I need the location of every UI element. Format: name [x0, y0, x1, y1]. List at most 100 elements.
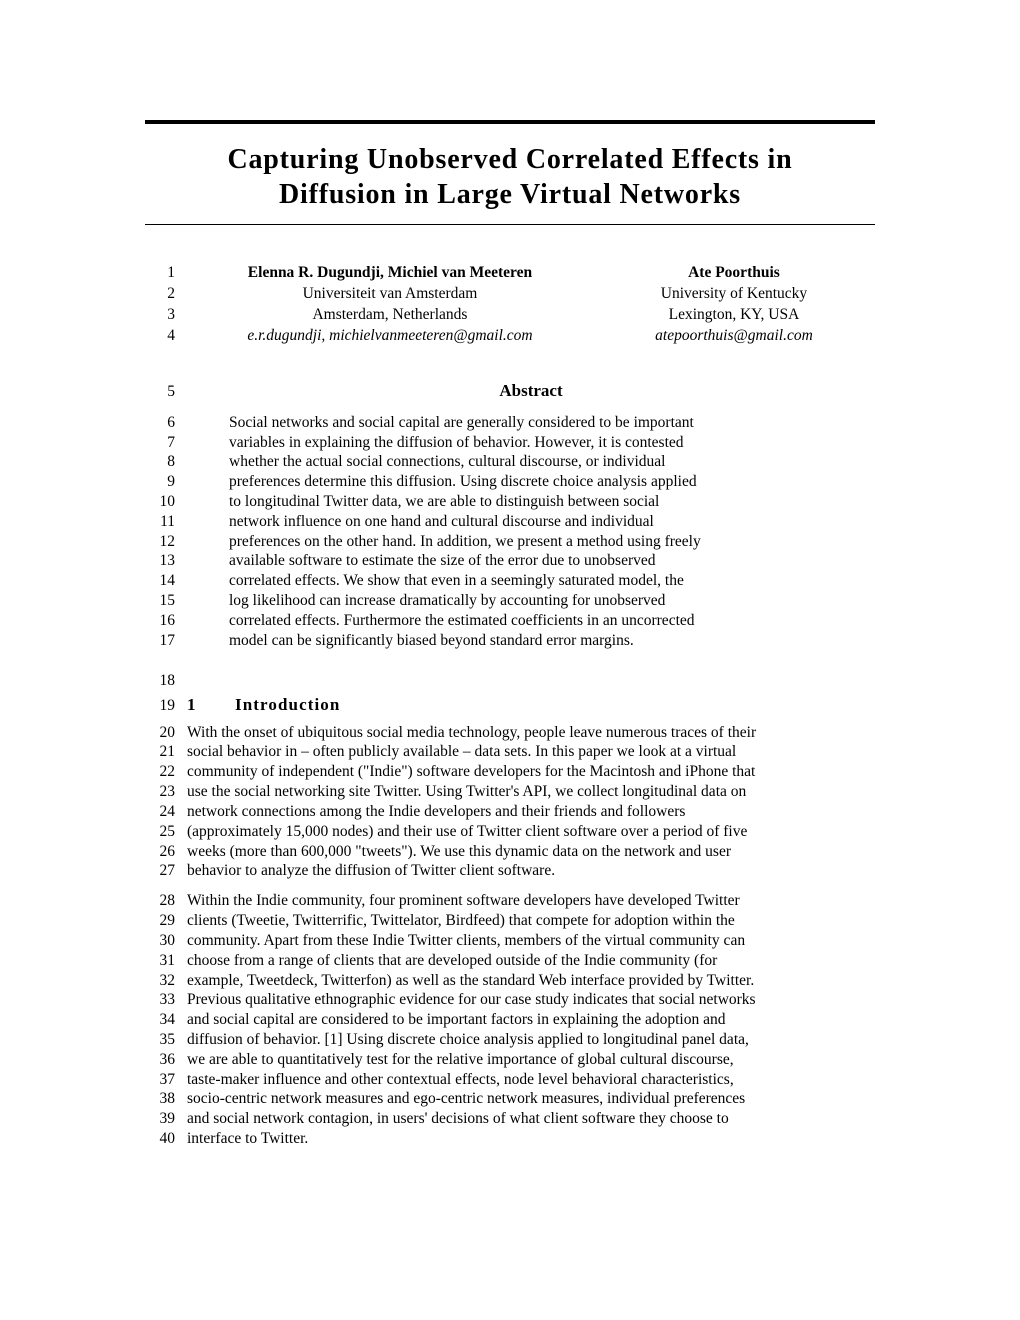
text-line: 25(approximately 15,000 nodes) and their…	[145, 822, 875, 842]
top-rule	[145, 120, 875, 124]
section-heading: 19 1Introduction	[145, 694, 875, 717]
text-line: 37taste-maker influence and other contex…	[145, 1070, 875, 1090]
line-number: 11	[145, 513, 187, 531]
line-content: preferences on the other hand. In additi…	[187, 532, 875, 552]
text-line: 21social behavior in – often publicly av…	[145, 742, 875, 762]
text-line: 33Previous qualitative ethnographic evid…	[145, 990, 875, 1010]
text-line: 14correlated effects. We show that even …	[145, 571, 875, 591]
text-line: 39and social network contagion, in users…	[145, 1109, 875, 1129]
paragraph-1: 20With the onset of ubiquitous social me…	[145, 723, 875, 882]
line-number: 29	[145, 912, 187, 930]
line-number: 28	[145, 892, 187, 910]
line-content: preferences determine this diffusion. Us…	[187, 472, 875, 492]
text-line: 10to longitudinal Twitter data, we are a…	[145, 492, 875, 512]
line-number: 24	[145, 803, 187, 821]
text-line: 31choose from a range of clients that ar…	[145, 951, 875, 971]
line-number: 6	[145, 414, 187, 432]
line-number: 26	[145, 843, 187, 861]
line-number: 1	[145, 263, 187, 284]
text-line: 30community. Apart from these Indie Twit…	[145, 931, 875, 951]
line-content: behavior to analyze the diffusion of Twi…	[187, 861, 875, 881]
line-number: 19	[145, 697, 187, 715]
text-line: 32example, Tweetdeck, Twitterfon) as wel…	[145, 971, 875, 991]
text-line: 29clients (Tweetie, Twitterrific, Twitte…	[145, 911, 875, 931]
line-content: socio-centric network measures and ego-c…	[187, 1089, 875, 1109]
text-line: 7variables in explaining the diffusion o…	[145, 433, 875, 453]
author-left-loc: Amsterdam, Netherlands	[187, 305, 593, 326]
text-line: 35diffusion of behavior. [1] Using discr…	[145, 1030, 875, 1050]
line-number: 21	[145, 743, 187, 761]
authors-block: 1 Elenna R. Dugundji, Michiel van Meeter…	[145, 263, 875, 347]
line-number: 32	[145, 972, 187, 990]
text-line: 22community of independent ("Indie") sof…	[145, 762, 875, 782]
line-number: 12	[145, 533, 187, 551]
line-number: 39	[145, 1110, 187, 1128]
text-line: 23use the social networking site Twitter…	[145, 782, 875, 802]
text-line: 27behavior to analyze the diffusion of T…	[145, 861, 875, 881]
section-title: Introduction	[235, 695, 340, 714]
line-content: whether the actual social connections, c…	[187, 452, 875, 472]
line-content: log likelihood can increase dramatically…	[187, 591, 875, 611]
text-line: 38socio-centric network measures and ego…	[145, 1089, 875, 1109]
line-content: and social capital are considered to be …	[187, 1010, 875, 1030]
line-number: 14	[145, 572, 187, 590]
line-number: 7	[145, 434, 187, 452]
text-line: 12preferences on the other hand. In addi…	[145, 532, 875, 552]
text-line: 15log likelihood can increase dramatical…	[145, 591, 875, 611]
line-number: 3	[145, 305, 187, 326]
line-number: 16	[145, 612, 187, 630]
text-line: 20With the onset of ubiquitous social me…	[145, 723, 875, 743]
text-line: 11network influence on one hand and cult…	[145, 512, 875, 532]
text-line: 13available software to estimate the siz…	[145, 551, 875, 571]
author-left-name: Elenna R. Dugundji, Michiel van Meeteren	[187, 263, 593, 284]
line-content: example, Tweetdeck, Twitterfon) as well …	[187, 971, 875, 991]
line-number: 15	[145, 592, 187, 610]
title-underline	[145, 224, 875, 225]
line-content: community. Apart from these Indie Twitte…	[187, 931, 875, 951]
author-right-loc: Lexington, KY, USA	[593, 305, 875, 326]
title-line-2: Diffusion in Large Virtual Networks	[279, 179, 741, 210]
text-line: 40interface to Twitter.	[145, 1129, 875, 1149]
line-content: Social networks and social capital are g…	[187, 413, 875, 433]
text-line: 36we are able to quantitatively test for…	[145, 1050, 875, 1070]
line-content: diffusion of behavior. [1] Using discret…	[187, 1030, 875, 1050]
line-content: weeks (more than 600,000 "tweets"). We u…	[187, 842, 875, 862]
title-line-1: Capturing Unobserved Correlated Effects …	[227, 144, 792, 175]
line-number: 18	[145, 672, 187, 690]
line-content: taste-maker influence and other contextu…	[187, 1070, 875, 1090]
line-number: 40	[145, 1130, 187, 1148]
line-content: (approximately 15,000 nodes) and their u…	[187, 822, 875, 842]
text-line: 26weeks (more than 600,000 "tweets"). We…	[145, 842, 875, 862]
line-number: 33	[145, 991, 187, 1009]
line-number: 31	[145, 952, 187, 970]
line-content: community of independent ("Indie") softw…	[187, 762, 875, 782]
line-content: correlated effects. Furthermore the esti…	[187, 611, 875, 631]
line-content: With the onset of ubiquitous social medi…	[187, 723, 875, 743]
text-line: 28Within the Indie community, four promi…	[145, 891, 875, 911]
line-content: we are able to quantitatively test for t…	[187, 1050, 875, 1070]
paragraph-gap	[145, 881, 875, 891]
abstract-heading: Abstract	[187, 381, 875, 401]
line-content: variables in explaining the diffusion of…	[187, 433, 875, 453]
abstract-heading-row: 5 Abstract	[145, 381, 875, 401]
line-number: 38	[145, 1090, 187, 1108]
line-content: clients (Tweetie, Twitterrific, Twittela…	[187, 911, 875, 931]
text-line: 6Social networks and social capital are …	[145, 413, 875, 433]
line-number: 9	[145, 473, 187, 491]
line-number: 13	[145, 552, 187, 570]
line-number: 27	[145, 862, 187, 880]
author-left-email: e.r.dugundji, michielvanmeeteren@gmail.c…	[187, 326, 593, 347]
line-number: 23	[145, 783, 187, 801]
line-content: network influence on one hand and cultur…	[187, 512, 875, 532]
line-number: 35	[145, 1031, 187, 1049]
line-content: to longitudinal Twitter data, we are abl…	[187, 492, 875, 512]
section-number: 1	[187, 694, 235, 717]
line-number: 5	[145, 383, 187, 401]
line-number: 22	[145, 763, 187, 781]
line-content: use the social networking site Twitter. …	[187, 782, 875, 802]
line-number: 37	[145, 1071, 187, 1089]
line-number: 17	[145, 632, 187, 650]
line-number: 4	[145, 326, 187, 347]
author-right-affil: University of Kentucky	[593, 284, 875, 305]
line-content: Previous qualitative ethnographic eviden…	[187, 990, 875, 1010]
